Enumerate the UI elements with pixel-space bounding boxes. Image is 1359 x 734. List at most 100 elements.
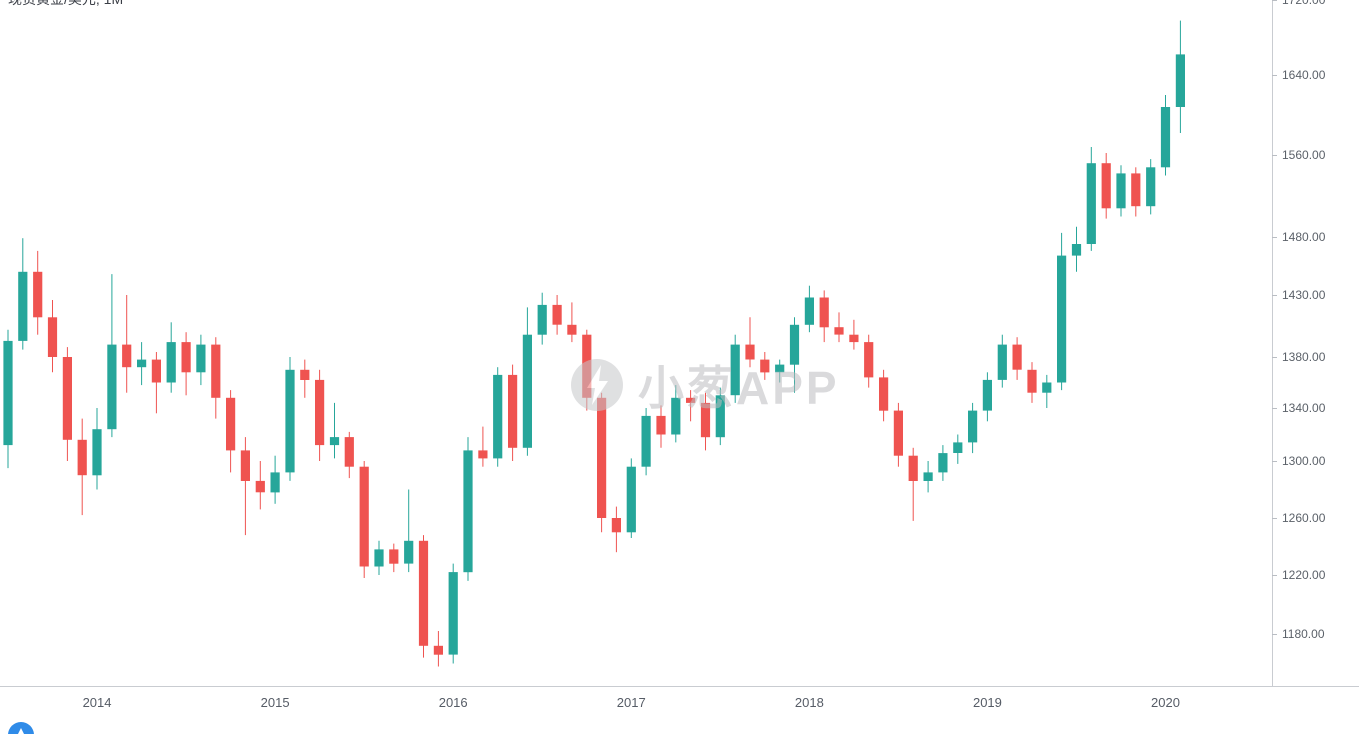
candle bbox=[404, 489, 414, 573]
candle bbox=[359, 461, 369, 578]
time-axis-label: 2017 bbox=[616, 695, 646, 710]
price-value: 1340.00 bbox=[1282, 401, 1326, 415]
price-value: 1480.00 bbox=[1282, 230, 1326, 244]
candle bbox=[77, 418, 87, 516]
candle bbox=[686, 390, 696, 422]
price-axis-line bbox=[1272, 0, 1273, 686]
candle bbox=[611, 506, 621, 553]
time-axis-label: 2015 bbox=[260, 695, 290, 710]
candle bbox=[1012, 337, 1022, 380]
price-axis[interactable]: 1720.00 1640.00 1560.00 1480.00 1430.00 1380.… bbox=[1272, 0, 1359, 686]
candle bbox=[982, 372, 992, 422]
price-axis-label: 1640.00 bbox=[1272, 68, 1325, 82]
candle bbox=[1086, 147, 1096, 251]
candle bbox=[151, 352, 161, 414]
price-value: 1720.00 bbox=[1282, 0, 1326, 7]
candle bbox=[493, 367, 503, 467]
candle bbox=[166, 322, 176, 393]
candle bbox=[374, 540, 384, 575]
candle bbox=[1131, 167, 1141, 217]
candle bbox=[849, 319, 859, 350]
candle bbox=[62, 347, 72, 461]
price-value: 1220.00 bbox=[1282, 568, 1326, 582]
candle bbox=[211, 337, 221, 419]
candle bbox=[1175, 20, 1185, 133]
app-logo-icon bbox=[8, 722, 34, 734]
candle bbox=[819, 290, 829, 343]
candle bbox=[47, 300, 58, 373]
price-value: 1380.00 bbox=[1282, 350, 1326, 364]
candle bbox=[864, 334, 874, 388]
candle bbox=[181, 332, 191, 396]
price-value: 1430.00 bbox=[1282, 288, 1326, 302]
price-value: 1560.00 bbox=[1282, 148, 1326, 162]
time-axis-label: 2018 bbox=[794, 695, 824, 710]
candle bbox=[908, 447, 918, 521]
candle bbox=[389, 543, 399, 573]
candle bbox=[552, 295, 562, 335]
price-value: 1260.00 bbox=[1282, 511, 1326, 525]
candle bbox=[641, 408, 651, 476]
time-axis-label: 2020 bbox=[1151, 695, 1180, 710]
candle bbox=[1057, 232, 1067, 391]
tick-mark bbox=[1272, 517, 1277, 519]
candle bbox=[137, 342, 147, 386]
candle bbox=[508, 364, 518, 461]
candle bbox=[968, 402, 978, 454]
time-axis[interactable]: 2014 2015 2016 2017 2018 2019 2020 bbox=[0, 687, 1272, 734]
price-value: 1640.00 bbox=[1282, 68, 1326, 82]
tick-mark bbox=[1272, 633, 1277, 635]
candle bbox=[1160, 95, 1171, 176]
candle bbox=[700, 392, 711, 451]
candle bbox=[92, 408, 102, 490]
candle bbox=[1146, 159, 1156, 215]
candle bbox=[122, 295, 132, 393]
candle bbox=[196, 334, 206, 386]
candle bbox=[997, 334, 1007, 388]
candle bbox=[893, 402, 903, 467]
chart-symbol-title: 现货黄金/美元, 1M bbox=[8, 0, 428, 7]
candle bbox=[522, 307, 532, 456]
tick-mark bbox=[1272, 460, 1277, 462]
candle bbox=[463, 437, 473, 581]
candle bbox=[226, 390, 236, 473]
price-axis-label: 1340.00 bbox=[1272, 401, 1325, 415]
candle bbox=[730, 334, 740, 403]
candle bbox=[315, 369, 325, 461]
price-axis-label: 1380.00 bbox=[1272, 350, 1325, 364]
candle bbox=[344, 431, 354, 479]
candle bbox=[789, 317, 800, 393]
candle bbox=[107, 274, 117, 438]
candle bbox=[671, 385, 681, 443]
candle bbox=[285, 357, 295, 481]
candle bbox=[1116, 165, 1126, 217]
tick-mark bbox=[1272, 0, 1277, 1]
price-axis-label: 1180.00 bbox=[1272, 627, 1325, 641]
candle bbox=[582, 329, 592, 411]
candle bbox=[656, 405, 666, 448]
candle bbox=[597, 392, 607, 533]
candle bbox=[760, 352, 770, 380]
candlestick-plot[interactable] bbox=[0, 0, 1272, 686]
price-axis-label: 1220.00 bbox=[1272, 568, 1325, 582]
candle bbox=[300, 359, 310, 398]
tick-mark bbox=[1272, 236, 1277, 238]
candle bbox=[33, 250, 43, 335]
time-axis-label: 2019 bbox=[972, 695, 1002, 710]
tick-mark bbox=[1272, 294, 1277, 296]
price-value: 1300.00 bbox=[1282, 454, 1326, 468]
candle bbox=[433, 631, 443, 667]
tick-mark bbox=[1272, 356, 1277, 358]
candle bbox=[18, 238, 28, 350]
candle bbox=[715, 387, 725, 446]
chart-symbol-title-text: 现货黄金/美元, 1M bbox=[8, 0, 123, 7]
candle bbox=[1071, 226, 1082, 272]
candle bbox=[537, 292, 547, 345]
candle bbox=[270, 455, 280, 504]
tick-mark bbox=[1272, 154, 1277, 156]
candle bbox=[567, 302, 577, 343]
price-value: 1180.00 bbox=[1282, 627, 1325, 641]
candle bbox=[1027, 362, 1037, 403]
time-axis-line bbox=[0, 686, 1359, 687]
